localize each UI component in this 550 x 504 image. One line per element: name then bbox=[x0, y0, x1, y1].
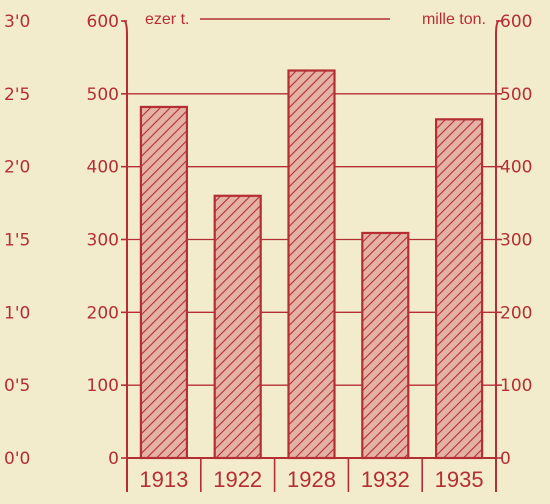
outer-left-tick-label: 0'0 bbox=[4, 449, 30, 469]
right-tick-label: 300 bbox=[500, 231, 532, 251]
bar-1913 bbox=[139, 105, 188, 460]
tick-labels: 0'0 0'5 1'0 1'5 2'0 2'5 3'0 0 100 200 300 400 500 600… bbox=[4, 12, 532, 492]
outer-left-tick-label: 3'0 bbox=[4, 12, 30, 32]
category-label: 1922 bbox=[213, 467, 262, 492]
outer-left-tick-label: 2'5 bbox=[4, 85, 30, 105]
inner-left-tick-label: 300 bbox=[87, 231, 119, 251]
axes bbox=[121, 20, 502, 492]
outer-left-tick-label: 2'0 bbox=[4, 158, 30, 178]
inner-left-tick-label: 600 bbox=[87, 12, 119, 32]
category-label: 1928 bbox=[287, 467, 336, 492]
inner-left-tick-label: 0 bbox=[108, 449, 119, 469]
inner-left-tick-label: 200 bbox=[87, 303, 119, 323]
right-corner bbox=[495, 20, 500, 36]
left-corner bbox=[123, 20, 128, 36]
right-tick-label: 200 bbox=[500, 303, 532, 323]
bar-1922 bbox=[213, 194, 262, 460]
right-tick-label: 600 bbox=[500, 12, 532, 32]
category-label: 1913 bbox=[139, 467, 188, 492]
right-tick-label: 500 bbox=[500, 85, 532, 105]
left-unit-label: ezer t. bbox=[145, 11, 189, 28]
inner-left-tick-label: 100 bbox=[87, 376, 119, 396]
bar-1932 bbox=[361, 231, 410, 460]
category-label: 1932 bbox=[361, 467, 410, 492]
right-tick-label: 400 bbox=[500, 158, 532, 178]
bar-1928 bbox=[287, 69, 336, 460]
right-tick-label: 0 bbox=[500, 449, 511, 469]
inner-left-tick-label: 500 bbox=[87, 85, 119, 105]
outer-left-tick-label: 1'0 bbox=[4, 303, 30, 323]
right-tick-label: 100 bbox=[500, 376, 532, 396]
category-label: 1935 bbox=[435, 467, 484, 492]
bar-1935 bbox=[435, 118, 484, 460]
inner-left-tick-label: 400 bbox=[87, 158, 119, 178]
bars bbox=[139, 69, 484, 460]
outer-left-tick-label: 0'5 bbox=[4, 376, 30, 396]
outer-left-tick-label: 1'5 bbox=[4, 231, 30, 251]
right-unit-label: mille ton. bbox=[422, 11, 486, 28]
